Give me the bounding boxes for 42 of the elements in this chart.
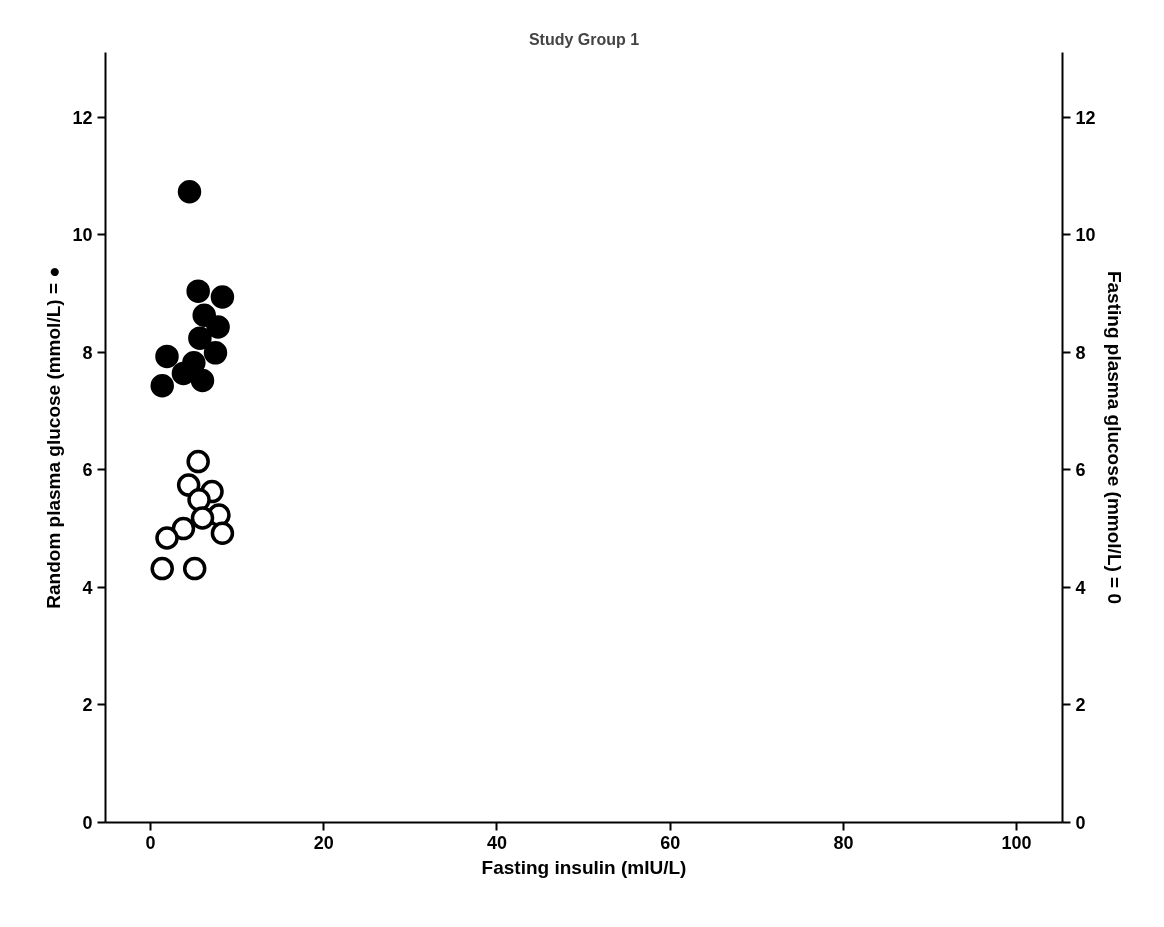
x-tick-label: 20 xyxy=(313,832,334,853)
point xyxy=(150,556,174,581)
y2-tick-label: 2 xyxy=(1075,695,1086,716)
point xyxy=(171,361,196,386)
y-tick-label: 4 xyxy=(82,577,93,598)
y2-tick-label: 0 xyxy=(1075,813,1086,833)
point xyxy=(186,279,210,303)
y-tick-label: 12 xyxy=(72,107,93,128)
y2-axis-title: Fasting plasma glucose (mmol/L) = 0 xyxy=(1103,270,1125,605)
point xyxy=(186,449,210,474)
y2-tick-label: 10 xyxy=(1075,225,1096,246)
y2-tick-label: 6 xyxy=(1075,460,1086,481)
x-tick-label: 60 xyxy=(660,832,681,853)
point xyxy=(155,526,179,550)
point xyxy=(188,326,212,350)
y2-tick-label: 8 xyxy=(1075,342,1086,363)
point xyxy=(190,368,215,393)
point xyxy=(190,506,215,530)
y2-tick-label: 12 xyxy=(1075,107,1096,128)
x-axis-title: Fasting insulin (mIU/L) xyxy=(481,856,687,878)
point xyxy=(150,374,174,398)
y-tick-label: 6 xyxy=(82,460,93,481)
y-tick-label: 0 xyxy=(82,813,93,833)
x-tick-label: 40 xyxy=(486,832,507,853)
point xyxy=(177,180,202,204)
point xyxy=(210,285,235,309)
point xyxy=(182,556,207,581)
y-tick-label: 10 xyxy=(72,225,93,246)
point xyxy=(171,516,196,541)
y-tick-label: 2 xyxy=(82,695,93,716)
x-tick-label: 0 xyxy=(145,832,156,853)
point xyxy=(203,341,228,365)
y-axis-title: Random plasma glucose (mmol/L) = ● xyxy=(43,266,65,609)
point xyxy=(155,344,179,369)
point xyxy=(206,315,230,339)
x-tick-label: 100 xyxy=(1001,832,1032,853)
point xyxy=(210,521,235,546)
point xyxy=(187,488,211,512)
x-tick-label: 80 xyxy=(833,832,854,853)
chart-title: Study Group 1 xyxy=(528,30,640,48)
y2-tick-label: 4 xyxy=(1075,577,1086,598)
y-tick-label: 8 xyxy=(82,342,93,363)
